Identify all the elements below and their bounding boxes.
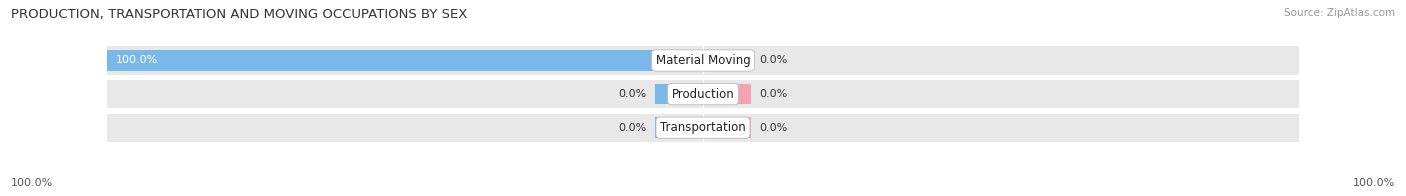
Bar	[703, 50, 751, 71]
Bar	[703, 117, 751, 138]
Text: 0.0%: 0.0%	[759, 89, 787, 99]
Text: 100.0%: 100.0%	[11, 178, 53, 188]
Bar	[107, 80, 1299, 108]
Text: Source: ZipAtlas.com: Source: ZipAtlas.com	[1284, 8, 1395, 18]
Text: Material Moving: Material Moving	[655, 54, 751, 67]
Text: 100.0%: 100.0%	[1353, 178, 1395, 188]
Bar	[107, 46, 1299, 75]
Text: PRODUCTION, TRANSPORTATION AND MOVING OCCUPATIONS BY SEX: PRODUCTION, TRANSPORTATION AND MOVING OC…	[11, 8, 468, 21]
Text: Transportation: Transportation	[661, 121, 745, 134]
Text: 0.0%: 0.0%	[759, 55, 787, 65]
Text: 0.0%: 0.0%	[619, 123, 647, 133]
Text: 0.0%: 0.0%	[759, 123, 787, 133]
Bar	[107, 113, 1299, 142]
Bar	[655, 84, 703, 104]
Bar	[107, 50, 703, 71]
Text: 0.0%: 0.0%	[619, 89, 647, 99]
Bar	[655, 117, 703, 138]
Text: 100.0%: 100.0%	[117, 55, 159, 65]
Text: Production: Production	[672, 88, 734, 101]
Bar	[703, 84, 751, 104]
